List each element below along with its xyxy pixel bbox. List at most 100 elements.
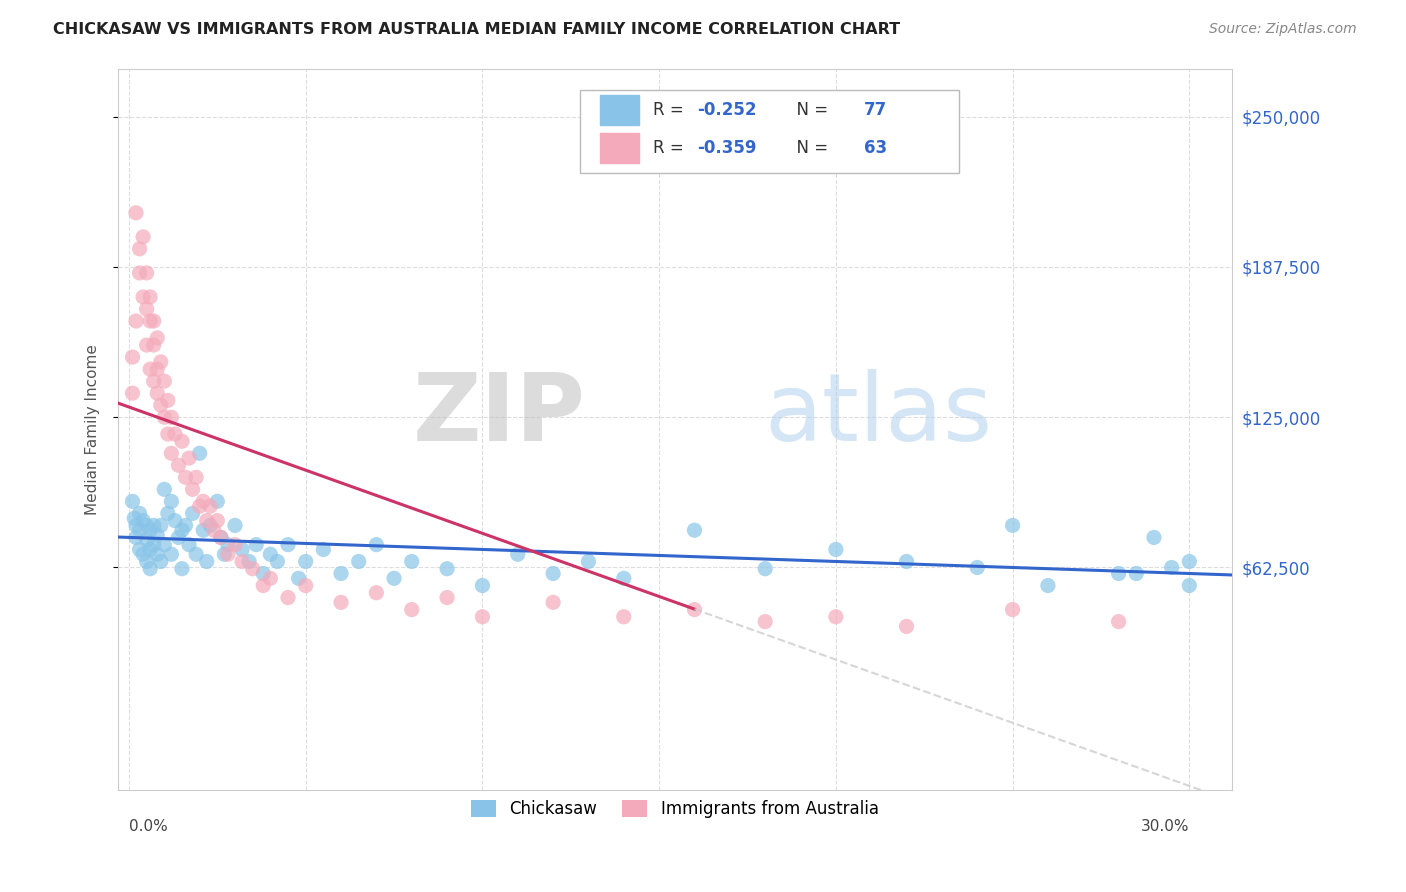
Point <box>366 586 388 600</box>
Point <box>896 619 918 633</box>
Point <box>193 494 215 508</box>
Point <box>146 386 169 401</box>
Point <box>153 374 176 388</box>
Point <box>142 338 165 352</box>
Bar <box>600 95 640 125</box>
Point <box>135 338 157 352</box>
Point <box>613 571 636 585</box>
Point <box>541 566 564 581</box>
Point <box>122 511 145 525</box>
Point <box>139 562 162 576</box>
Point <box>242 562 264 576</box>
Y-axis label: Median Family Income: Median Family Income <box>86 343 100 515</box>
Point <box>824 609 846 624</box>
Point <box>754 562 776 576</box>
Point <box>330 566 353 581</box>
Point <box>132 547 155 561</box>
Point <box>149 518 172 533</box>
Point <box>1001 518 1024 533</box>
Point <box>163 427 186 442</box>
Point <box>217 538 239 552</box>
Point <box>683 523 706 537</box>
Point <box>121 350 143 364</box>
Point <box>174 518 197 533</box>
Point <box>754 615 776 629</box>
Point <box>156 427 179 442</box>
Point <box>245 538 267 552</box>
Point <box>1108 615 1130 629</box>
Point <box>156 393 179 408</box>
Point <box>259 547 281 561</box>
Point <box>188 499 211 513</box>
Point <box>252 578 274 592</box>
Point <box>142 538 165 552</box>
Text: CHICKASAW VS IMMIGRANTS FROM AUSTRALIA MEDIAN FAMILY INCOME CORRELATION CHART: CHICKASAW VS IMMIGRANTS FROM AUSTRALIA M… <box>53 22 901 37</box>
Point <box>1108 566 1130 581</box>
Point <box>167 531 190 545</box>
Point <box>177 451 200 466</box>
Point <box>160 547 183 561</box>
Point <box>153 410 176 425</box>
Point <box>824 542 846 557</box>
Point <box>252 566 274 581</box>
Point <box>613 609 636 624</box>
Point <box>217 547 239 561</box>
Point <box>146 331 169 345</box>
Point <box>200 518 222 533</box>
Point <box>1001 602 1024 616</box>
Point <box>167 458 190 473</box>
Point <box>188 446 211 460</box>
Point <box>231 542 253 557</box>
Point <box>436 591 458 605</box>
Point <box>160 410 183 425</box>
Point <box>202 523 225 537</box>
Point <box>896 554 918 568</box>
Point <box>142 518 165 533</box>
Point <box>128 507 150 521</box>
Point <box>401 602 423 616</box>
Point <box>132 514 155 528</box>
Point <box>277 591 299 605</box>
Point <box>121 494 143 508</box>
Point <box>125 314 148 328</box>
Point <box>139 362 162 376</box>
Point <box>163 514 186 528</box>
Point <box>170 562 193 576</box>
Point <box>1036 578 1059 592</box>
Point <box>128 266 150 280</box>
Point <box>153 483 176 497</box>
Point <box>277 538 299 552</box>
Point <box>128 523 150 537</box>
Text: 77: 77 <box>865 101 887 119</box>
Text: -0.252: -0.252 <box>697 101 756 119</box>
Point <box>128 242 150 256</box>
Point <box>1178 554 1201 568</box>
Text: N =: N = <box>786 101 834 119</box>
Point <box>184 547 207 561</box>
Point <box>125 531 148 545</box>
Text: 30.0%: 30.0% <box>1140 819 1189 834</box>
Legend: Chickasaw, Immigrants from Australia: Chickasaw, Immigrants from Australia <box>464 793 886 825</box>
Point <box>294 554 316 568</box>
Point <box>135 533 157 547</box>
Point <box>287 571 309 585</box>
Point <box>214 547 236 561</box>
Point <box>195 554 218 568</box>
Point <box>366 538 388 552</box>
Point <box>382 571 405 585</box>
Point <box>146 528 169 542</box>
Point <box>184 470 207 484</box>
Point <box>149 554 172 568</box>
Point <box>966 560 988 574</box>
Point <box>1160 560 1182 574</box>
Point <box>139 314 162 328</box>
Point <box>209 531 232 545</box>
Bar <box>600 133 640 163</box>
Point <box>266 554 288 568</box>
Point <box>200 499 222 513</box>
Point <box>160 494 183 508</box>
Point <box>224 518 246 533</box>
Point <box>142 374 165 388</box>
Point <box>128 542 150 557</box>
Point <box>224 538 246 552</box>
